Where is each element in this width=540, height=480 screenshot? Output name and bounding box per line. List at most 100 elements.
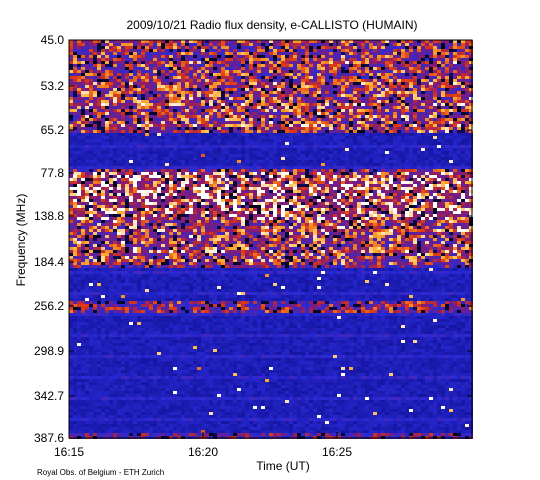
heatmap-cell [337, 175, 341, 178]
heatmap-cell [161, 67, 165, 70]
heatmap-cell [385, 172, 389, 175]
heatmap-cell [353, 115, 357, 118]
heatmap-cell [77, 154, 81, 157]
heatmap-cell [69, 139, 73, 142]
heatmap-cell [249, 130, 253, 133]
heatmap-cell [397, 73, 401, 76]
heatmap-cell [177, 55, 181, 58]
heatmap-cell [225, 178, 229, 181]
heatmap-cell [145, 181, 149, 184]
heatmap-cell [345, 49, 349, 52]
heatmap-cell [301, 145, 305, 148]
heatmap-cell [329, 151, 333, 154]
heatmap-cell [349, 148, 353, 151]
heatmap-cell [201, 58, 205, 61]
heatmap-cell [249, 175, 253, 178]
heatmap-cell [201, 139, 205, 142]
heatmap-cell [221, 100, 225, 103]
heatmap-cell [201, 106, 205, 109]
heatmap-cell [357, 70, 361, 73]
heatmap-cell [129, 70, 133, 73]
heatmap-cell [109, 67, 113, 70]
heatmap-cell [417, 73, 421, 76]
heatmap-cell [217, 178, 221, 181]
heatmap-cell [117, 61, 121, 64]
heatmap-cell [77, 76, 81, 79]
heatmap-cell [445, 178, 449, 181]
heatmap-cell [205, 106, 209, 109]
heatmap-cell [77, 178, 81, 181]
heatmap-cell [221, 61, 225, 64]
heatmap-cell [377, 100, 381, 103]
heatmap-cell [265, 166, 269, 169]
heatmap-cell [165, 58, 169, 61]
heatmap-cell [245, 142, 249, 145]
heatmap-cell [285, 184, 289, 187]
heatmap-cell [129, 85, 133, 88]
heatmap-cell [97, 100, 101, 103]
heatmap-cell [285, 97, 289, 100]
heatmap-cell [425, 160, 429, 163]
heatmap-cell [221, 121, 225, 124]
heatmap-cell [69, 136, 73, 139]
heatmap-cell [289, 94, 293, 97]
heatmap-cell [105, 85, 109, 88]
heatmap-cell [165, 154, 169, 157]
heatmap-cell [293, 181, 297, 184]
heatmap-cell [313, 151, 317, 154]
heatmap-cell [101, 115, 105, 118]
heatmap-cell [253, 112, 257, 115]
heatmap-cell [441, 109, 445, 112]
heatmap-cell [197, 160, 201, 163]
heatmap-cell [349, 151, 353, 154]
heatmap-cell [229, 115, 233, 118]
heatmap-cell [421, 151, 425, 154]
heatmap-cell [257, 115, 261, 118]
heatmap-cell [417, 109, 421, 112]
heatmap-cell [293, 175, 297, 178]
heatmap-cell [249, 82, 253, 85]
heatmap-cell [193, 40, 197, 43]
heatmap-cell [413, 142, 417, 145]
heatmap-cell [177, 124, 181, 127]
heatmap-cell [305, 166, 309, 169]
heatmap-cell [321, 82, 325, 85]
heatmap-cell [121, 40, 125, 43]
heatmap-cell [401, 133, 405, 136]
heatmap-cell [417, 136, 421, 139]
heatmap-cell [145, 79, 149, 82]
heatmap-cell [97, 79, 101, 82]
heatmap-cell [85, 166, 89, 169]
heatmap-cell [129, 139, 133, 142]
heatmap-cell [409, 40, 413, 43]
heatmap-cell [437, 109, 441, 112]
heatmap-cell [293, 172, 297, 175]
heatmap-cell [305, 67, 309, 70]
heatmap-cell [153, 163, 157, 166]
heatmap-cell [189, 85, 193, 88]
heatmap-cell [401, 151, 405, 154]
heatmap-cell [353, 52, 357, 55]
heatmap-cell [429, 91, 433, 94]
heatmap-cell [129, 187, 133, 190]
heatmap-cell [465, 154, 469, 157]
heatmap-cell [93, 43, 97, 46]
heatmap-cell [373, 85, 377, 88]
heatmap-cell [253, 184, 257, 187]
heatmap-cell [105, 166, 109, 169]
heatmap-cell [393, 184, 397, 187]
heatmap-cell [269, 148, 273, 151]
heatmap-cell [465, 100, 469, 103]
heatmap-cell [357, 94, 361, 97]
heatmap-cell [129, 58, 133, 61]
heatmap-cell [77, 88, 81, 91]
heatmap-cell [249, 61, 253, 64]
heatmap-cell [257, 97, 261, 100]
heatmap-cell [369, 73, 373, 76]
heatmap-cell [329, 94, 333, 97]
heatmap-cell [145, 61, 149, 64]
heatmap-cell [97, 43, 101, 46]
heatmap-cell [137, 106, 141, 109]
heatmap-cell [353, 130, 357, 133]
heatmap-cell [309, 169, 313, 172]
